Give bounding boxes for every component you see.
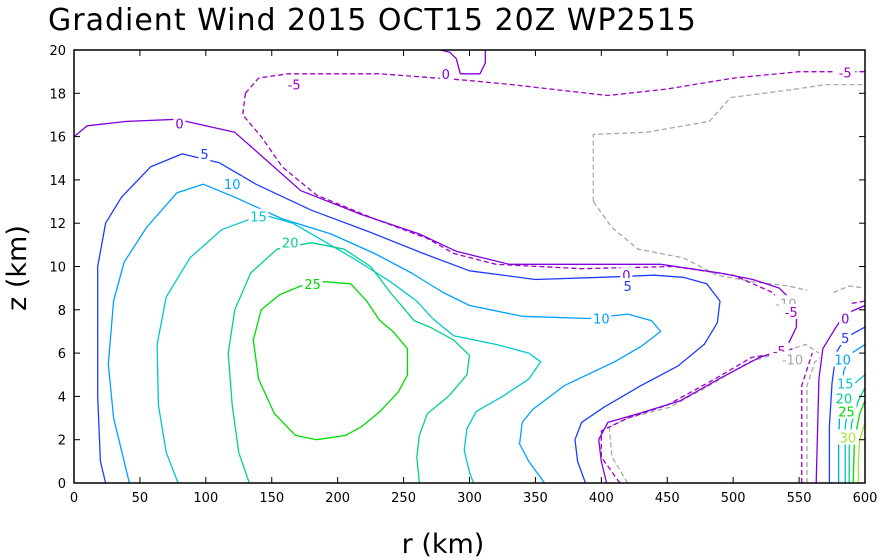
contour-label: 5 <box>841 332 849 347</box>
contour-line-level-neg10 <box>592 201 808 291</box>
x-tick-label: 100 <box>193 491 218 506</box>
x-tick-label: 50 <box>132 491 149 506</box>
y-tick-label: 10 <box>49 261 66 276</box>
contour-label-background <box>839 310 852 326</box>
contour-line-level-neg5 <box>244 71 865 97</box>
contour-label-background <box>222 176 243 192</box>
contour-label: 10 <box>593 312 610 327</box>
contour-label: -5 <box>839 67 852 82</box>
y-tick-label: 14 <box>49 174 66 189</box>
y-tick-label: 20 <box>49 44 66 59</box>
x-tick-label: 200 <box>325 491 350 506</box>
contour-label-background <box>284 76 305 92</box>
contour-label-background <box>248 208 269 224</box>
x-tick-label: 250 <box>391 491 416 506</box>
contour-line-level-neg10 <box>592 83 865 202</box>
contour-label-background <box>835 64 856 80</box>
contour-label: 5 <box>200 148 208 163</box>
contour-label: -5 <box>288 79 301 94</box>
contour-line-level-0 <box>440 49 486 75</box>
contour-label: 20 <box>282 237 299 252</box>
plot-frame <box>73 49 866 484</box>
contour-label-background <box>837 429 858 445</box>
contour-label: 30 <box>840 432 857 447</box>
x-tick-label: 550 <box>787 491 812 506</box>
contour-label-background <box>621 277 634 293</box>
contour-line-level-neg10 <box>806 356 821 483</box>
contour-label: -10 <box>782 354 803 369</box>
contour-line-level-neg10 <box>833 285 866 294</box>
y-tick-label: 2 <box>58 434 66 449</box>
contour-line-level-30 <box>857 422 866 483</box>
contour-label-background <box>198 145 211 161</box>
contour-label: 0 <box>622 269 630 284</box>
contour-label: 10 <box>834 354 851 369</box>
contour-label-background <box>833 390 854 406</box>
contour-line-level-neg10 <box>608 343 820 484</box>
y-tick-label: 6 <box>58 347 66 362</box>
contour-label: 25 <box>838 406 855 421</box>
contour-line-level-20 <box>227 242 471 484</box>
x-tick-label: 450 <box>655 491 680 506</box>
contour-label: 15 <box>837 377 854 392</box>
x-tick-label: 600 <box>853 491 878 506</box>
contour-label-background <box>839 329 852 345</box>
x-tick-label: 150 <box>259 491 284 506</box>
contour-label: 25 <box>304 278 321 293</box>
x-tick-label: 300 <box>457 491 482 506</box>
x-tick-label: 500 <box>721 491 746 506</box>
contour-line-level-15 <box>156 213 542 484</box>
contour-layer <box>73 49 866 484</box>
contour-label-background <box>280 234 301 250</box>
contour-label: 10 <box>224 178 241 193</box>
y-tick-label: 18 <box>49 87 66 102</box>
y-tick-label: 8 <box>58 304 66 319</box>
x-tick-label: 0 <box>70 491 78 506</box>
contour-line-level-neg5 <box>851 300 866 304</box>
contour-line-level-25 <box>252 281 409 441</box>
x-axis: 0 50 100 150 200 250 300 350 400 450 500 550 600 <box>70 50 878 506</box>
y-tick-label: 16 <box>49 131 66 146</box>
contour-line-level-5 <box>97 153 721 484</box>
contour-line-level-0 <box>73 118 798 484</box>
x-axis-label: r (km) <box>402 529 485 560</box>
contour-label: 15 <box>250 211 267 226</box>
contour-label: 5 <box>624 280 632 295</box>
y-tick-label: 12 <box>49 217 66 232</box>
contour-label-background <box>781 303 802 319</box>
contour-label-background <box>836 403 857 419</box>
chart-title: Gradient Wind 2015 OCT15 20Z WP2515 <box>48 3 697 38</box>
y-axis: 0 2 4 6 8 10 12 14 16 18 20 <box>49 44 865 492</box>
contour-label-background <box>591 310 612 326</box>
x-tick-label: 350 <box>523 491 548 506</box>
y-tick-label: 4 <box>58 390 66 405</box>
contour-label-background <box>173 115 186 131</box>
contour-label-layer: 0-5-505101520250510-10-5-5-1005101520253… <box>173 64 858 447</box>
y-tick-label: 0 <box>58 477 66 492</box>
contour-label: 0 <box>841 312 849 327</box>
contour-label: 0 <box>442 68 450 83</box>
contour-label-background <box>832 351 853 367</box>
contour-line-level-25 <box>852 400 866 484</box>
contour-line-level-10 <box>107 183 662 484</box>
contour-label-background <box>778 351 807 367</box>
contour-label: 0 <box>175 118 183 133</box>
contour-label: -5 <box>785 306 798 321</box>
contour-label-background <box>302 275 323 291</box>
y-axis-label: z (km) <box>2 225 33 311</box>
contour-label-background <box>439 65 452 81</box>
contour-label-background <box>835 375 856 391</box>
x-tick-label: 400 <box>589 491 614 506</box>
contour-line-level-neg5 <box>801 352 813 483</box>
